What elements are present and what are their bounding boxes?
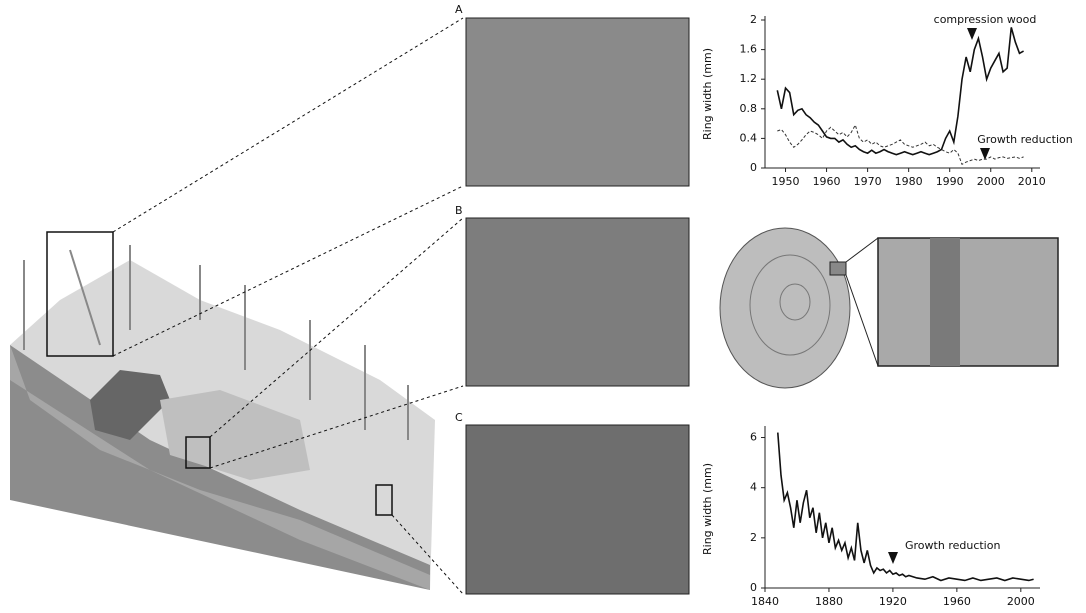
slope-diagram bbox=[10, 18, 463, 594]
annotation-arrow bbox=[888, 552, 898, 564]
y-tick-label: 1.2 bbox=[740, 72, 758, 85]
panel-label: A bbox=[455, 3, 463, 16]
x-tick-label: 1840 bbox=[751, 595, 779, 608]
y-tick-label: 2 bbox=[750, 531, 757, 544]
y-tick-label: 4 bbox=[750, 481, 757, 494]
annotation-arrow bbox=[967, 28, 977, 40]
figure: A B C 0 0.4 0.8 1.2 1.6 2 1950 1960 1970 1980 1990… bbox=[0, 0, 1086, 613]
x-tick-label: 1970 bbox=[854, 175, 882, 188]
x-tick-label: 2010 bbox=[1018, 175, 1046, 188]
annotation-arrow bbox=[980, 148, 990, 160]
annotation: Growth reduction bbox=[977, 133, 1072, 146]
x-tick-label: 2000 bbox=[977, 175, 1005, 188]
y-axis-label: Ring width (mm) bbox=[701, 463, 714, 555]
series-line bbox=[778, 433, 1034, 581]
x-tick-label: 1980 bbox=[895, 175, 923, 188]
panel-label: C bbox=[455, 411, 463, 424]
x-tick-label: 1950 bbox=[772, 175, 800, 188]
x-tick-label: 1880 bbox=[815, 595, 843, 608]
y-tick-label: 0 bbox=[750, 161, 757, 174]
y-tick-label: 0 bbox=[750, 581, 757, 594]
y-tick-label: 2 bbox=[750, 13, 757, 26]
x-tick-label: 1920 bbox=[879, 595, 907, 608]
photo-a bbox=[466, 18, 689, 186]
x-tick-label: 1960 bbox=[813, 175, 841, 188]
x-tick-label: 1990 bbox=[936, 175, 964, 188]
y-tick-label: 6 bbox=[750, 431, 757, 444]
annotation: Growth reduction bbox=[905, 539, 1000, 552]
y-tick-label: 1.6 bbox=[740, 43, 758, 56]
tree-disc bbox=[720, 228, 1058, 388]
panel-label: B bbox=[455, 204, 463, 217]
annotation: compression wood bbox=[934, 13, 1037, 26]
x-tick-label: 2000 bbox=[1007, 595, 1035, 608]
y-tick-label: 0.4 bbox=[740, 131, 758, 144]
y-axis-label: Ring width (mm) bbox=[701, 48, 714, 140]
photo-b bbox=[466, 218, 689, 386]
photo-c bbox=[466, 425, 689, 594]
y-tick-label: 0.8 bbox=[740, 102, 758, 115]
x-tick-label: 1960 bbox=[943, 595, 971, 608]
